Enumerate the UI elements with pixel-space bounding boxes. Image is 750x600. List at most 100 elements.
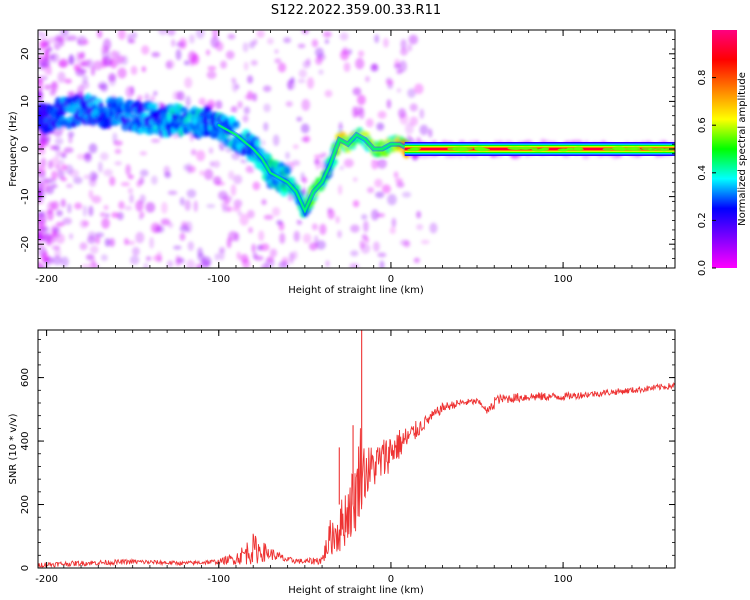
spectrogram-cell (63, 147, 74, 154)
spectrogram-cell (416, 210, 422, 219)
spectrogram-cell (254, 139, 261, 148)
colorbar-tick-label: 0.0 (697, 260, 708, 276)
spectrogram-cell (165, 60, 173, 70)
spectrogram-cell (302, 60, 311, 69)
x-tick-label: 100 (554, 574, 573, 585)
spectrogram-cell (54, 34, 63, 43)
spectrogram-cell (179, 37, 187, 50)
spectrogram-cell (396, 181, 405, 188)
spectrogram-cell (139, 151, 148, 156)
spectrogram-cell (399, 239, 410, 246)
spectrogram-cell (89, 245, 99, 254)
spectrogram-cell (41, 251, 49, 263)
spectrogram-cell (239, 213, 249, 226)
spectrogram-cell (212, 30, 219, 38)
spectrogram-cell (38, 224, 47, 230)
colorbar-scale (712, 30, 737, 268)
spectrogram-cell (40, 138, 45, 150)
spectrogram-cell (62, 217, 72, 225)
spectrogram-cell (376, 122, 385, 131)
spectrogram-cell (137, 95, 143, 101)
spectrogram-cell (231, 80, 238, 93)
spectrogram-cell (196, 263, 202, 268)
spectrogram-cell (131, 31, 138, 39)
spectrogram-cell (297, 78, 306, 84)
colorbar-tick-label: 0.2 (697, 212, 708, 228)
colorbar: 0.0 0.2 0.4 0.6 0.8 Normalized spectral ampl… (697, 30, 748, 276)
spectrogram-cell (393, 63, 401, 70)
spectrogram-cell (193, 200, 198, 213)
spectrogram-cell (88, 189, 94, 199)
spectrogram-cell (112, 132, 118, 144)
spectrogram-cell (398, 108, 407, 119)
flat-band-patch (518, 146, 532, 150)
spectrogram-cell (55, 221, 65, 227)
spectrogram-cell (408, 34, 419, 45)
spectrogram-cell (127, 174, 134, 180)
y-tick-label: 20 (20, 47, 31, 60)
flat-band-patch (474, 147, 489, 151)
spectrogram-cell (129, 193, 134, 204)
spectrogram-cell (111, 211, 119, 218)
spectrogram-cell (51, 227, 60, 233)
spectrogram-cell (409, 103, 418, 112)
spectrogram-cell (167, 30, 176, 36)
spectrogram-cell (371, 158, 379, 170)
spectrogram-cell (385, 79, 394, 85)
spectrogram-cell (43, 233, 54, 242)
spectrogram-cell (365, 118, 374, 128)
spectrogram-cell (214, 253, 220, 261)
spectrogram-cell (274, 58, 282, 64)
snr-panel: -200 -100 0 100 0 200 400 600 Height of straig… (8, 329, 676, 596)
spectrogram-cell (252, 252, 258, 260)
spectrogram-cell (56, 164, 61, 172)
spectrogram-cell (269, 248, 278, 258)
spectrogram-x-label: Height of straight line (km) (288, 285, 424, 296)
flat-band-patch (648, 147, 657, 151)
spectrogram-cell (129, 38, 136, 44)
spectrogram-cell (228, 170, 235, 180)
spectrogram-cell (82, 205, 88, 217)
spectrogram-cell (327, 207, 333, 213)
spectrogram-cell (40, 157, 47, 168)
spectrogram-cell (419, 108, 425, 119)
spectrogram-cell (184, 199, 191, 211)
spectrogram-cell (201, 256, 212, 267)
spectrogram-cell (78, 68, 88, 74)
spectrogram-cell (413, 257, 420, 264)
spectrogram-cell (290, 76, 295, 84)
spectrogram-cell (92, 173, 99, 180)
spectrogram-cell (110, 50, 118, 60)
spectrogram-cell (274, 49, 279, 54)
ridge-band-core (217, 124, 410, 214)
spectrogram-cell (343, 62, 351, 73)
spectrogram-cell (38, 91, 45, 100)
spectrogram-cell (161, 201, 168, 214)
spectrogram-cell (371, 63, 378, 71)
flat-band-patch (619, 148, 627, 152)
spectrogram-cell (64, 78, 72, 84)
spectrogram-cell (258, 230, 265, 242)
spectrogram-cell (230, 105, 238, 113)
spectrogram-cell (42, 56, 52, 69)
spectrogram-cell (102, 56, 113, 67)
spectrogram-cell (120, 182, 130, 187)
spectrogram-cell (367, 186, 375, 194)
spectrogram-cell (179, 225, 190, 233)
spectrogram-cell (79, 242, 88, 251)
flat-band-patch (447, 147, 457, 151)
spectrogram-cell (81, 39, 90, 45)
spectrogram-cell (372, 241, 380, 252)
spectrogram-cell (103, 168, 113, 177)
spectrogram-cell (73, 176, 83, 185)
spectrogram-cell (352, 200, 360, 208)
spectrogram-cell (89, 95, 98, 102)
spectrogram-cell (121, 55, 129, 66)
spectrogram-cell (414, 83, 424, 95)
spectrogram-cell (262, 85, 272, 92)
spectrogram-cell (377, 158, 387, 169)
spectrogram-cell (339, 165, 345, 170)
spectrogram-cell (301, 98, 311, 111)
y-tick-label: 10 (20, 95, 31, 108)
